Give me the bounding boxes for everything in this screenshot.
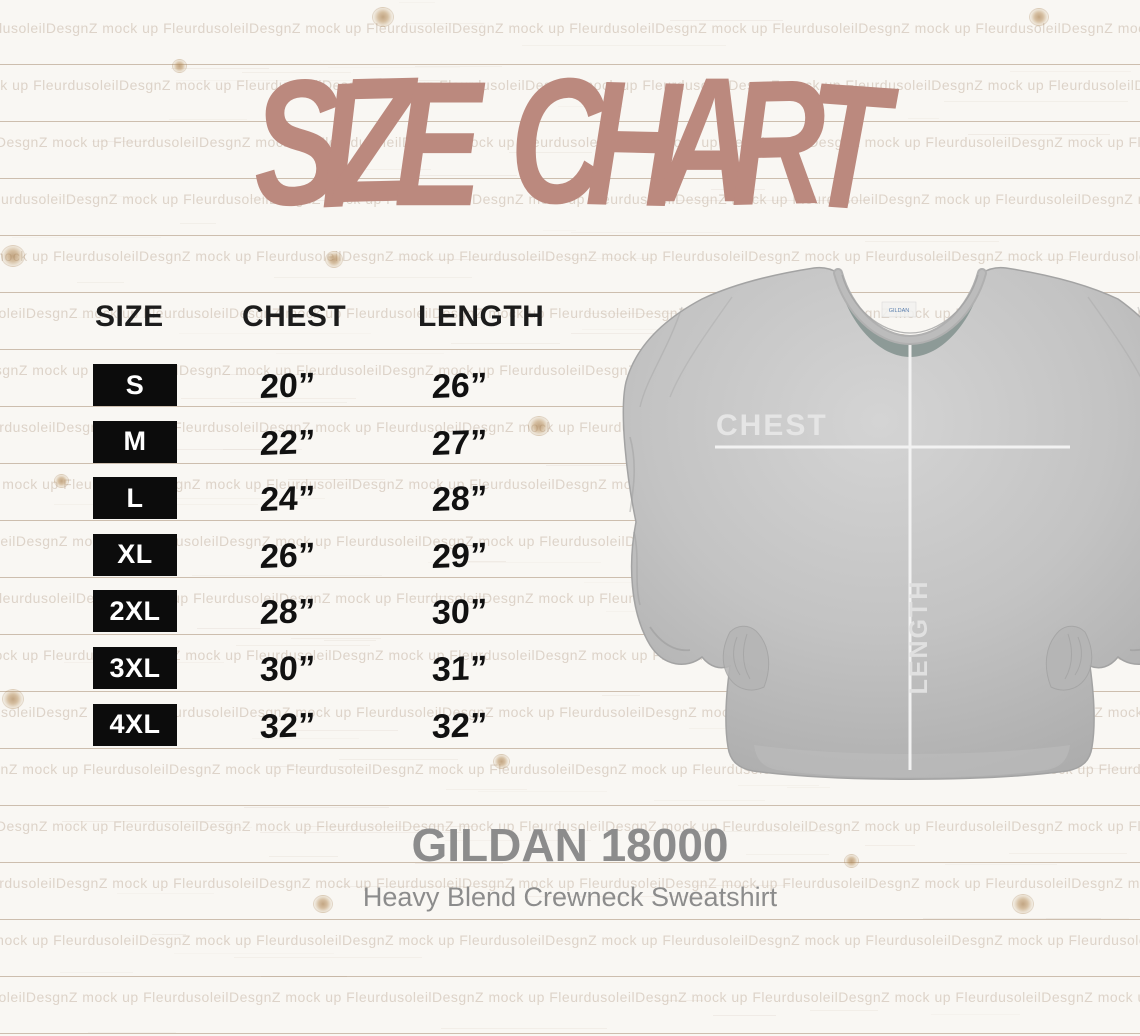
svg-text:GILDAN: GILDAN (889, 308, 910, 314)
svg-text:CHEST: CHEST (716, 409, 828, 442)
svg-text:LENGTH: LENGTH (905, 580, 933, 695)
